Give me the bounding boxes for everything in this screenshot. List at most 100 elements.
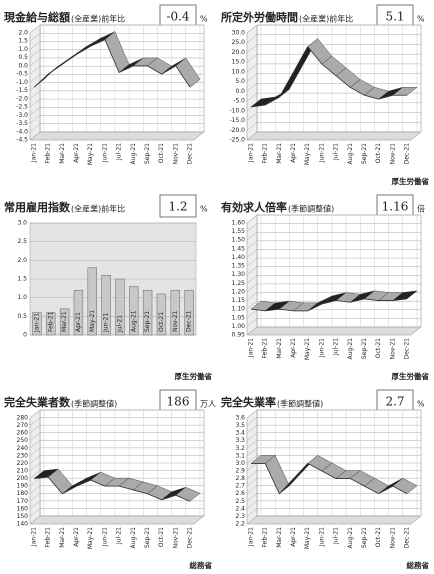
grid-line bbox=[246, 292, 421, 301]
chart-title-note: (全産業)前年比 bbox=[299, 14, 353, 24]
y-tick-label: -3.5 bbox=[16, 120, 28, 127]
y-tick-label: 2.5 bbox=[235, 498, 245, 505]
source: 総務省 bbox=[407, 560, 430, 570]
y-tick-label: 1.0 bbox=[17, 294, 27, 301]
y-tick-label: 150 bbox=[17, 513, 29, 520]
grid-line bbox=[246, 409, 421, 419]
x-tick-label: Mar-21 bbox=[59, 527, 66, 548]
grid-line bbox=[246, 300, 421, 310]
x-tick-label: Dec-21 bbox=[404, 338, 411, 360]
latest-box bbox=[159, 194, 197, 218]
x-tick-label: Jul-21 bbox=[333, 143, 340, 161]
bar bbox=[46, 312, 56, 336]
chart-title: 有効求人倍率 bbox=[221, 200, 287, 214]
bar bbox=[156, 293, 167, 336]
x-tick-label: Feb-21 bbox=[45, 143, 52, 164]
x-tick-label: Nov-21 bbox=[172, 310, 179, 332]
grid-line bbox=[246, 515, 421, 525]
x-tick-label: Aug-21 bbox=[347, 527, 354, 549]
y-tick-label: 3.0 bbox=[17, 220, 27, 227]
grid-line bbox=[29, 115, 204, 124]
y-tick-label: 140 bbox=[17, 521, 29, 528]
grid-line bbox=[29, 447, 204, 457]
y-tick-label: 15.0 bbox=[232, 59, 246, 66]
y-tick-label: 280 bbox=[17, 415, 29, 422]
y-tick-label: 260 bbox=[17, 430, 29, 437]
grid-line bbox=[29, 24, 204, 34]
x-tick-label: Dec-21 bbox=[187, 527, 194, 549]
y-tick-label: 2.3 bbox=[235, 513, 245, 520]
source: 総務省 bbox=[190, 560, 213, 570]
chart-title: 現金給与総額 bbox=[4, 10, 70, 24]
grid-line bbox=[246, 63, 421, 73]
x-tick-label: Mar-21 bbox=[276, 143, 283, 164]
x-tick-label: Jun-21 bbox=[318, 143, 325, 163]
x-tick-label: Oct-21 bbox=[375, 338, 382, 358]
x-tick-label: Jan-21 bbox=[31, 143, 38, 163]
y-tick-label: -20.0 bbox=[229, 127, 245, 134]
y-tick-label: -0.5 bbox=[16, 71, 28, 78]
grid-line bbox=[246, 249, 421, 258]
grid-line bbox=[246, 214, 421, 224]
y-tick-label: 2.9 bbox=[235, 468, 245, 475]
plot-floor bbox=[246, 131, 422, 141]
y-tick-label: 30.0 bbox=[232, 30, 246, 37]
y-tick-label: 3.3 bbox=[235, 437, 245, 444]
chart-title-note: (季節調整値) bbox=[71, 399, 117, 409]
x-tick-label: Aug-21 bbox=[130, 143, 137, 165]
x-tick-label: Dec-21 bbox=[404, 527, 411, 549]
y-tick-label: 0.0 bbox=[18, 62, 28, 69]
x-tick-label: Nov-21 bbox=[172, 527, 179, 549]
grid-line bbox=[246, 470, 421, 479]
plot-floor bbox=[29, 131, 205, 141]
grid-line bbox=[246, 257, 421, 267]
x-tick-label: Nov-21 bbox=[172, 143, 179, 165]
chart-title: 常用雇用指数 bbox=[4, 200, 71, 214]
y-tick-label: 2.2 bbox=[235, 521, 245, 528]
grid-line bbox=[246, 508, 421, 517]
y-tick-label: 0.5 bbox=[18, 54, 28, 61]
y-tick-label: 1.25 bbox=[232, 280, 246, 287]
y-tick-label: 1.00 bbox=[232, 323, 246, 330]
x-tick-label: Nov-21 bbox=[389, 527, 396, 549]
y-tick-label: 1.55 bbox=[232, 228, 246, 235]
x-tick-label: Dec-21 bbox=[187, 143, 194, 165]
y-tick-label: 230 bbox=[17, 452, 29, 459]
grid-line bbox=[246, 493, 421, 502]
plot-floor bbox=[29, 515, 205, 525]
line bbox=[33, 476, 191, 502]
source: 厚生労働省 bbox=[392, 176, 430, 186]
y-tick-label: 2.4 bbox=[235, 505, 245, 512]
grid-line bbox=[246, 44, 421, 53]
plot-side bbox=[246, 24, 258, 141]
chart-panel: 常用雇用指数 (全産業)前年比 1.2 % 厚生労働省 0 0.5 1.0 1.5 2.0 2.5 3… bbox=[4, 194, 213, 381]
grid-line bbox=[246, 455, 421, 464]
x-tick-label: Apr-21 bbox=[290, 527, 297, 547]
x-tick-label: Aug-21 bbox=[347, 338, 354, 360]
x-tick-label: May-21 bbox=[87, 143, 94, 165]
source: 厚生労働省 bbox=[175, 371, 213, 381]
chart-title-note: (季節調整値) bbox=[277, 399, 323, 409]
y-tick-label: 1.30 bbox=[232, 271, 246, 278]
y-tick-label: 180 bbox=[17, 490, 29, 497]
x-tick-label: Dec-21 bbox=[404, 143, 411, 165]
y-tick-label: 2.0 bbox=[18, 30, 28, 37]
grid-line bbox=[246, 223, 421, 232]
x-tick-label: Mar-21 bbox=[59, 143, 66, 164]
grid-line bbox=[246, 424, 421, 434]
line bbox=[250, 45, 407, 108]
grid-line bbox=[29, 508, 204, 517]
x-tick-label: Oct-21 bbox=[375, 143, 382, 163]
grid-line bbox=[246, 283, 421, 293]
grid-line bbox=[246, 500, 421, 510]
y-tick-label: -3.0 bbox=[16, 112, 28, 119]
y-tick-label: 1.35 bbox=[232, 263, 246, 270]
grid-line bbox=[246, 73, 421, 82]
y-tick-label: 1.05 bbox=[232, 314, 246, 321]
chart-panel: 完全失業率 (季節調整値) 2.7 %総務省2.22.32.42.52.62.72.8… bbox=[221, 389, 430, 570]
chart-panel: 所定外労働時間 (全産業)前年比 5.1 % 厚生労働省 -25.0 -20.0 -15.0 -… bbox=[221, 4, 430, 186]
x-tick-label: Jun-21 bbox=[101, 143, 108, 163]
chart-title: 完全失業者数 bbox=[4, 395, 71, 409]
